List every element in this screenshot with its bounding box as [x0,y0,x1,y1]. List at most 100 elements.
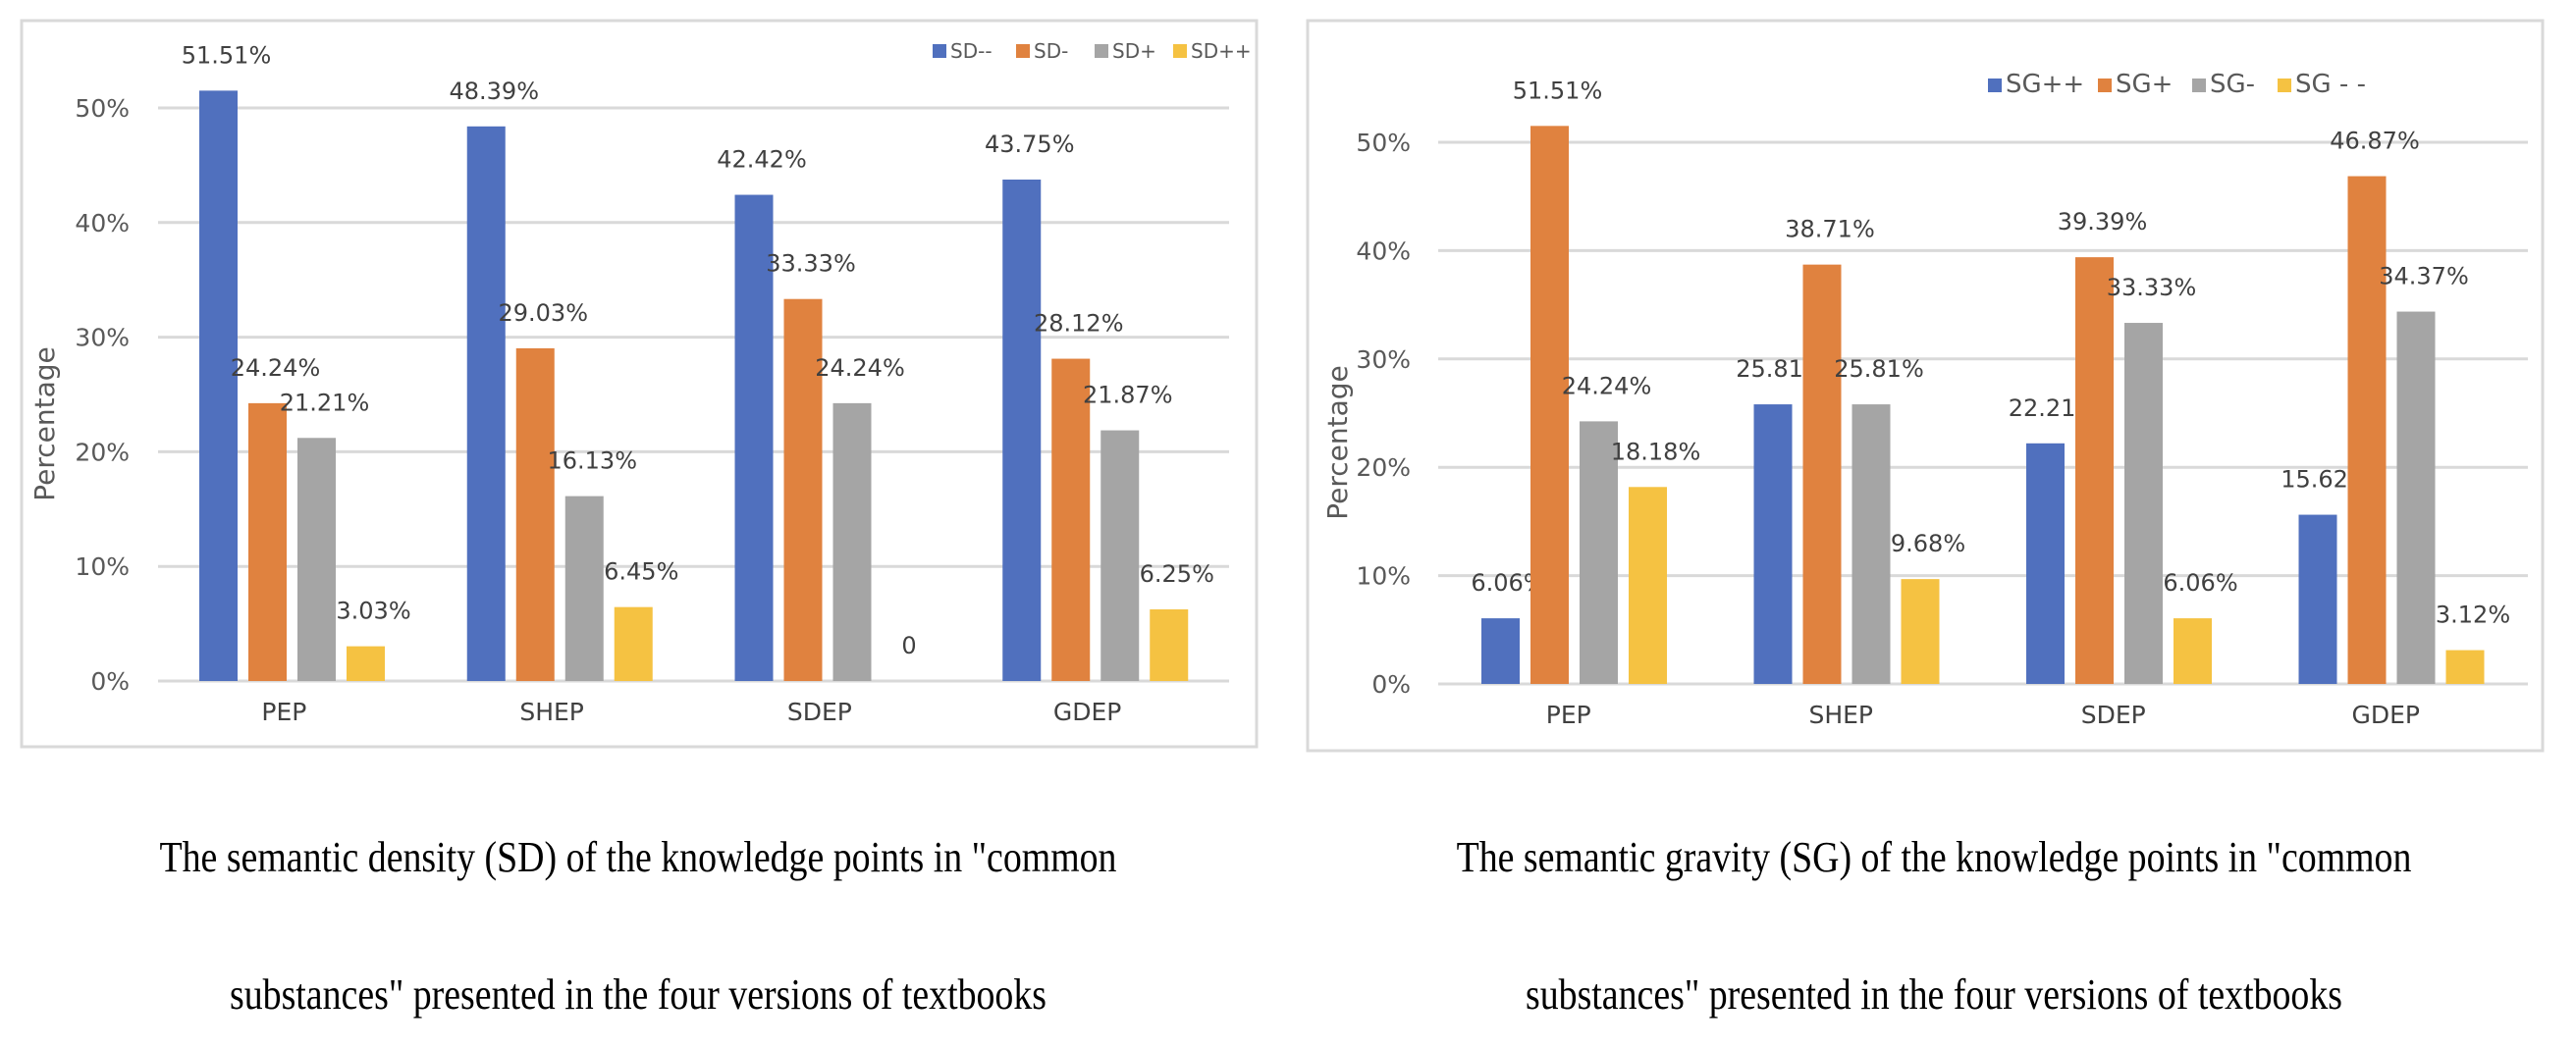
sd-legend-label: SD++ [1191,39,1252,63]
sd-data-label: 24.24% [815,354,905,382]
sd-bar-sdplus-shep [564,496,604,681]
sd-bar-sdplus-gdep [1100,430,1140,681]
sd-bar-sdplusplus-pep [347,646,385,681]
sd-data-label: 21.21% [280,389,370,416]
sg-x-tick-label: PEP [1546,701,1591,729]
sg-data-label: 24.24% [1562,372,1652,399]
left-caption-line-1: The semantic density (SD) of the knowled… [159,833,1117,881]
sd-data-label: 21.87% [1083,382,1173,409]
sg-data-label: 33.33% [2107,274,2197,301]
sg-x-tick-label: GDEP [2352,701,2421,729]
sd-data-label: 24.24% [231,354,321,382]
sg-x-tick-label: SDEP [2081,701,2146,729]
sd-legend-swatch [1173,44,1187,58]
sg-y-tick-label: 40% [1356,236,1411,265]
sd-y-tick-label: 50% [75,94,130,123]
sd-data-label: 28.12% [1034,310,1124,338]
sg-y-tick-label: 0% [1371,670,1411,699]
sd-bar-sdplus-pep [297,438,336,681]
sd-x-tick-label: SDEP [787,698,852,726]
right-caption-line-2: substances" presented in the four versio… [1526,970,2342,1019]
sg-legend-swatch [2098,79,2112,92]
sd-data-label: 29.03% [498,299,588,327]
sd-y-tick-label: 10% [75,552,130,581]
sg-bar-sgminus-gdep [2396,311,2436,684]
sg-bar-sgplusplus-sdep [2026,443,2065,684]
sg-data-label: 9.68% [1891,530,1965,557]
sg-legend-swatch [1988,79,2002,92]
sd-data-label: 48.39% [449,78,539,105]
sg-bar-sgplusplus-gdep [2298,514,2337,684]
sd-bar-sdminus-shep [515,347,555,681]
sg-data-label: 46.87% [2330,128,2420,155]
sg-legend-label: SG+ [2116,70,2173,99]
sg-bar-sgplus-pep [1530,126,1569,685]
sd-data-label: 51.51% [182,41,272,69]
sg-bar-sgplusplus-pep [1481,618,1520,684]
sd-legend-swatch [933,44,946,58]
sd-x-tick-label: PEP [261,698,306,726]
sd-y-axis-title: Percentage [28,346,61,501]
sd-x-tick-label: GDEP [1053,698,1122,726]
sd-bar-sdplusplus-gdep [1150,609,1189,681]
sg-y-tick-label: 20% [1356,453,1411,482]
sd-data-label: 0 [901,632,916,659]
sg-bar-sgminus-pep [1580,421,1618,684]
right-caption-line-1: The semantic gravity (SG) of the knowled… [1456,833,2412,881]
sd-legend-label: SD+ [1112,39,1156,63]
sg-data-label: 3.12% [2436,602,2510,629]
sd-legend-label: SD-- [950,39,993,63]
sg-data-label: 6.06% [2163,569,2237,597]
sd-bar-sdminusminus-shep [466,126,506,681]
sg-bar-sgminusminus-pep [1629,487,1667,684]
sd-y-tick-label: 0% [90,667,130,696]
sd-data-label: 42.42% [717,146,807,174]
sg-bar-sgplus-gdep [2347,176,2387,685]
sd-data-label: 33.33% [766,250,856,278]
sd-y-tick-label: 20% [75,438,130,466]
left-caption-line-2: substances" presented in the four versio… [230,970,1046,1019]
sg-bar-sgplusplus-shep [1753,404,1793,684]
sg-y-tick-label: 30% [1356,345,1411,374]
sg-y-tick-label: 10% [1356,562,1411,591]
sg-data-label: 38.71% [1785,216,1875,243]
sg-data-label: 34.37% [2379,263,2469,290]
sg-bar-sgminus-sdep [2124,323,2163,684]
sd-y-tick-label: 40% [75,209,130,237]
sd-data-label: 6.25% [1140,560,1214,588]
sg-data-label: 18.18% [1611,438,1701,465]
sd-data-label: 16.13% [547,447,637,475]
sd-data-label: 43.75% [985,131,1075,158]
sg-x-tick-label: SHEP [1808,701,1873,729]
sd-bar-sdplus-sdep [832,402,872,681]
sg-data-label: 51.51% [1513,77,1603,104]
sd-data-label: 3.03% [336,598,410,625]
sg-y-axis-title: Percentage [1321,365,1354,520]
sg-bar-sgminusminus-shep [1901,579,1940,684]
sg-legend-label: SG - - [2295,70,2366,99]
sd-bar-sdminusminus-sdep [734,194,774,681]
sg-legend-label: SG- [2210,70,2255,99]
sg-bar-sgminus-shep [1852,404,1891,684]
sd-legend-swatch [1016,44,1030,58]
sg-legend-swatch [2278,79,2291,92]
sd-bar-sdplusplus-shep [614,606,653,681]
sd-legend-swatch [1095,44,1108,58]
sg-bar-sgminusminus-gdep [2445,650,2485,684]
sg-bar-sgplus-shep [1802,264,1842,684]
sg-data-label: 25.81% [1834,355,1924,383]
sd-bar-sdminusminus-pep [199,90,238,681]
sg-legend-label: SG++ [2006,70,2084,99]
sd-data-label: 6.45% [604,558,678,586]
sd-bar-sdminusminus-gdep [1002,180,1042,681]
sd-x-tick-label: SHEP [519,698,584,726]
sd-bar-sdminus-pep [248,402,287,681]
sg-legend-swatch [2192,79,2206,92]
sg-bar-sgplus-sdep [2075,257,2114,684]
sg-y-tick-label: 50% [1356,129,1411,157]
sd-y-tick-label: 30% [75,324,130,352]
sg-data-label: 39.39% [2058,208,2148,236]
sd-bar-sdminus-sdep [783,298,823,681]
sd-legend-label: SD- [1034,39,1068,63]
